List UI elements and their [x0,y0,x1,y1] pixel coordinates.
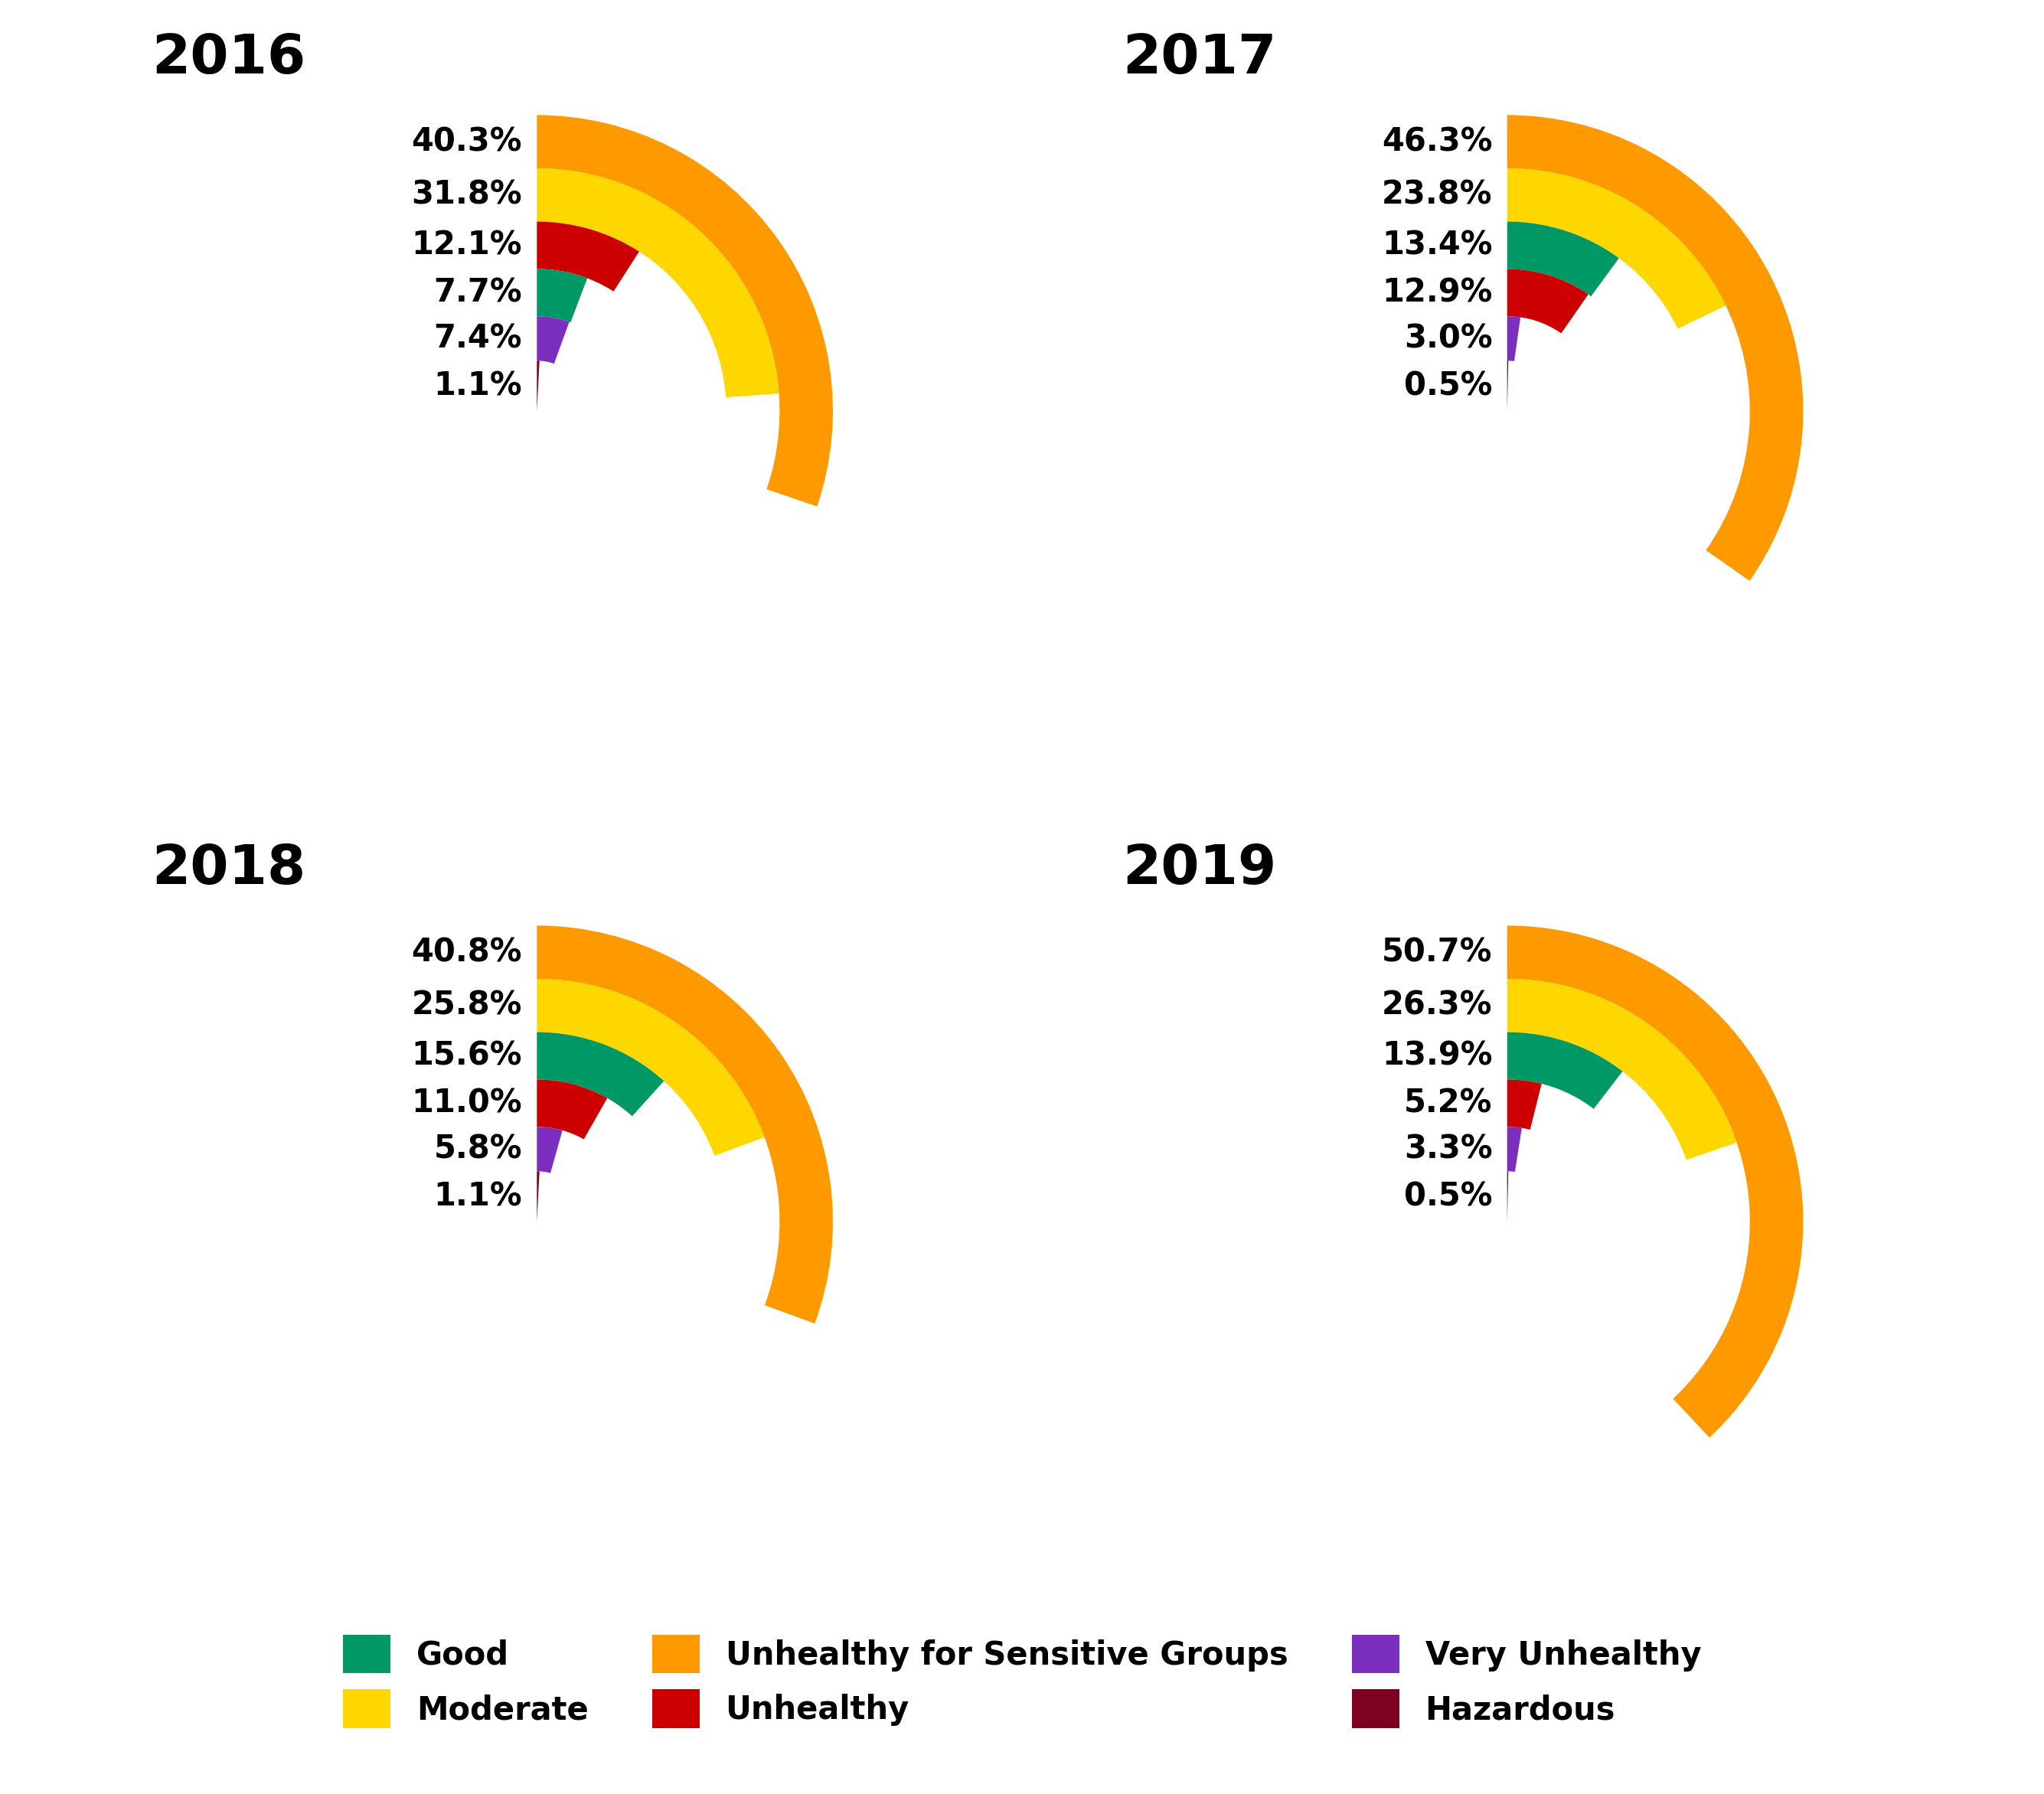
Wedge shape [1506,1127,1523,1171]
Text: 40.8%: 40.8% [411,936,521,969]
Text: 2019: 2019 [1122,843,1275,895]
Text: 7.4%: 7.4% [433,323,521,355]
Text: 2016: 2016 [151,32,307,84]
Wedge shape [1506,269,1588,334]
Text: 12.9%: 12.9% [1382,276,1492,309]
Wedge shape [538,169,779,396]
Wedge shape [538,316,568,364]
Text: 0.5%: 0.5% [1404,1180,1492,1213]
Wedge shape [538,926,832,1324]
Text: 40.3%: 40.3% [411,126,521,158]
Text: 0.5%: 0.5% [1404,370,1492,402]
Text: 50.7%: 50.7% [1382,936,1492,969]
Text: 12.1%: 12.1% [411,230,521,262]
Text: 2018: 2018 [151,843,307,895]
Wedge shape [538,1171,540,1222]
Text: 3.3%: 3.3% [1404,1134,1492,1164]
Text: 11.0%: 11.0% [411,1087,521,1119]
Text: 1.1%: 1.1% [433,370,521,402]
Wedge shape [1506,1080,1541,1130]
Wedge shape [1506,1032,1623,1109]
Wedge shape [538,222,640,291]
Wedge shape [538,1080,607,1139]
Wedge shape [538,1127,562,1173]
Text: 13.9%: 13.9% [1382,1041,1492,1071]
Wedge shape [538,980,764,1155]
Text: 5.2%: 5.2% [1404,1087,1492,1119]
Text: 1.1%: 1.1% [433,1180,521,1213]
Wedge shape [538,115,832,506]
Text: 3.0%: 3.0% [1404,323,1492,355]
Wedge shape [538,269,587,323]
Wedge shape [1506,980,1737,1161]
Text: 46.3%: 46.3% [1382,126,1492,158]
Wedge shape [1506,169,1725,328]
Text: 7.7%: 7.7% [433,276,521,309]
Text: 15.6%: 15.6% [411,1041,521,1071]
Text: 5.8%: 5.8% [433,1134,521,1164]
Wedge shape [538,361,540,411]
Text: 23.8%: 23.8% [1382,179,1492,212]
Text: 13.4%: 13.4% [1382,230,1492,262]
Wedge shape [1506,222,1619,296]
Text: 26.3%: 26.3% [1382,990,1492,1021]
Wedge shape [1506,115,1803,581]
Wedge shape [1506,316,1521,361]
Text: 31.8%: 31.8% [411,179,521,212]
Text: 2017: 2017 [1122,32,1275,84]
Text: 25.8%: 25.8% [411,990,521,1021]
Legend: Good, Moderate, Unhealthy for Sensitive Groups, Unhealthy, Very Unhealthy, Hazar: Good, Moderate, Unhealthy for Sensitive … [311,1602,1733,1760]
Wedge shape [538,1032,664,1116]
Wedge shape [1506,926,1803,1437]
